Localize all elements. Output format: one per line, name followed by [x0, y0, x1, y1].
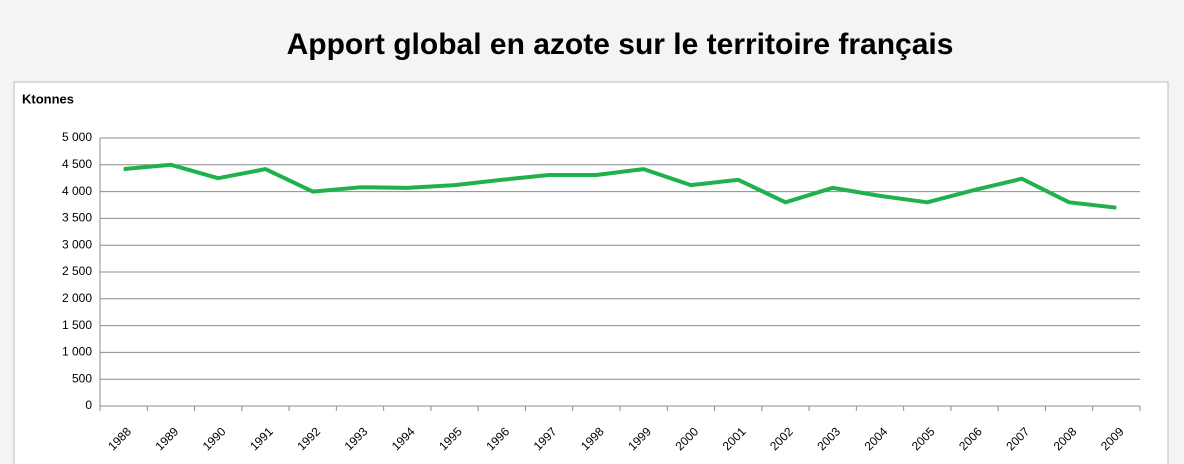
y-tick-label: 3 000: [62, 237, 92, 251]
chart-title: Apport global en azote sur le territoire…: [287, 28, 954, 61]
y-tick-label: 3 500: [62, 211, 92, 225]
y-tick-label: 0: [85, 398, 92, 412]
y-tick-label: 1 500: [62, 318, 92, 332]
y-tick-label: 2 500: [62, 264, 92, 278]
y-tick-label: 4 500: [62, 157, 92, 171]
chart-frame: [13, 81, 1169, 464]
data-line: [123, 162, 1117, 210]
y-tick-label: 4 000: [62, 184, 92, 198]
y-tick-label: 1 000: [62, 345, 92, 359]
y-axis-label: Ktonnes: [22, 91, 74, 106]
y-tick-label: 5 000: [62, 130, 92, 144]
y-tick-label: 2 000: [62, 291, 92, 305]
y-tick-label: 500: [72, 371, 92, 385]
